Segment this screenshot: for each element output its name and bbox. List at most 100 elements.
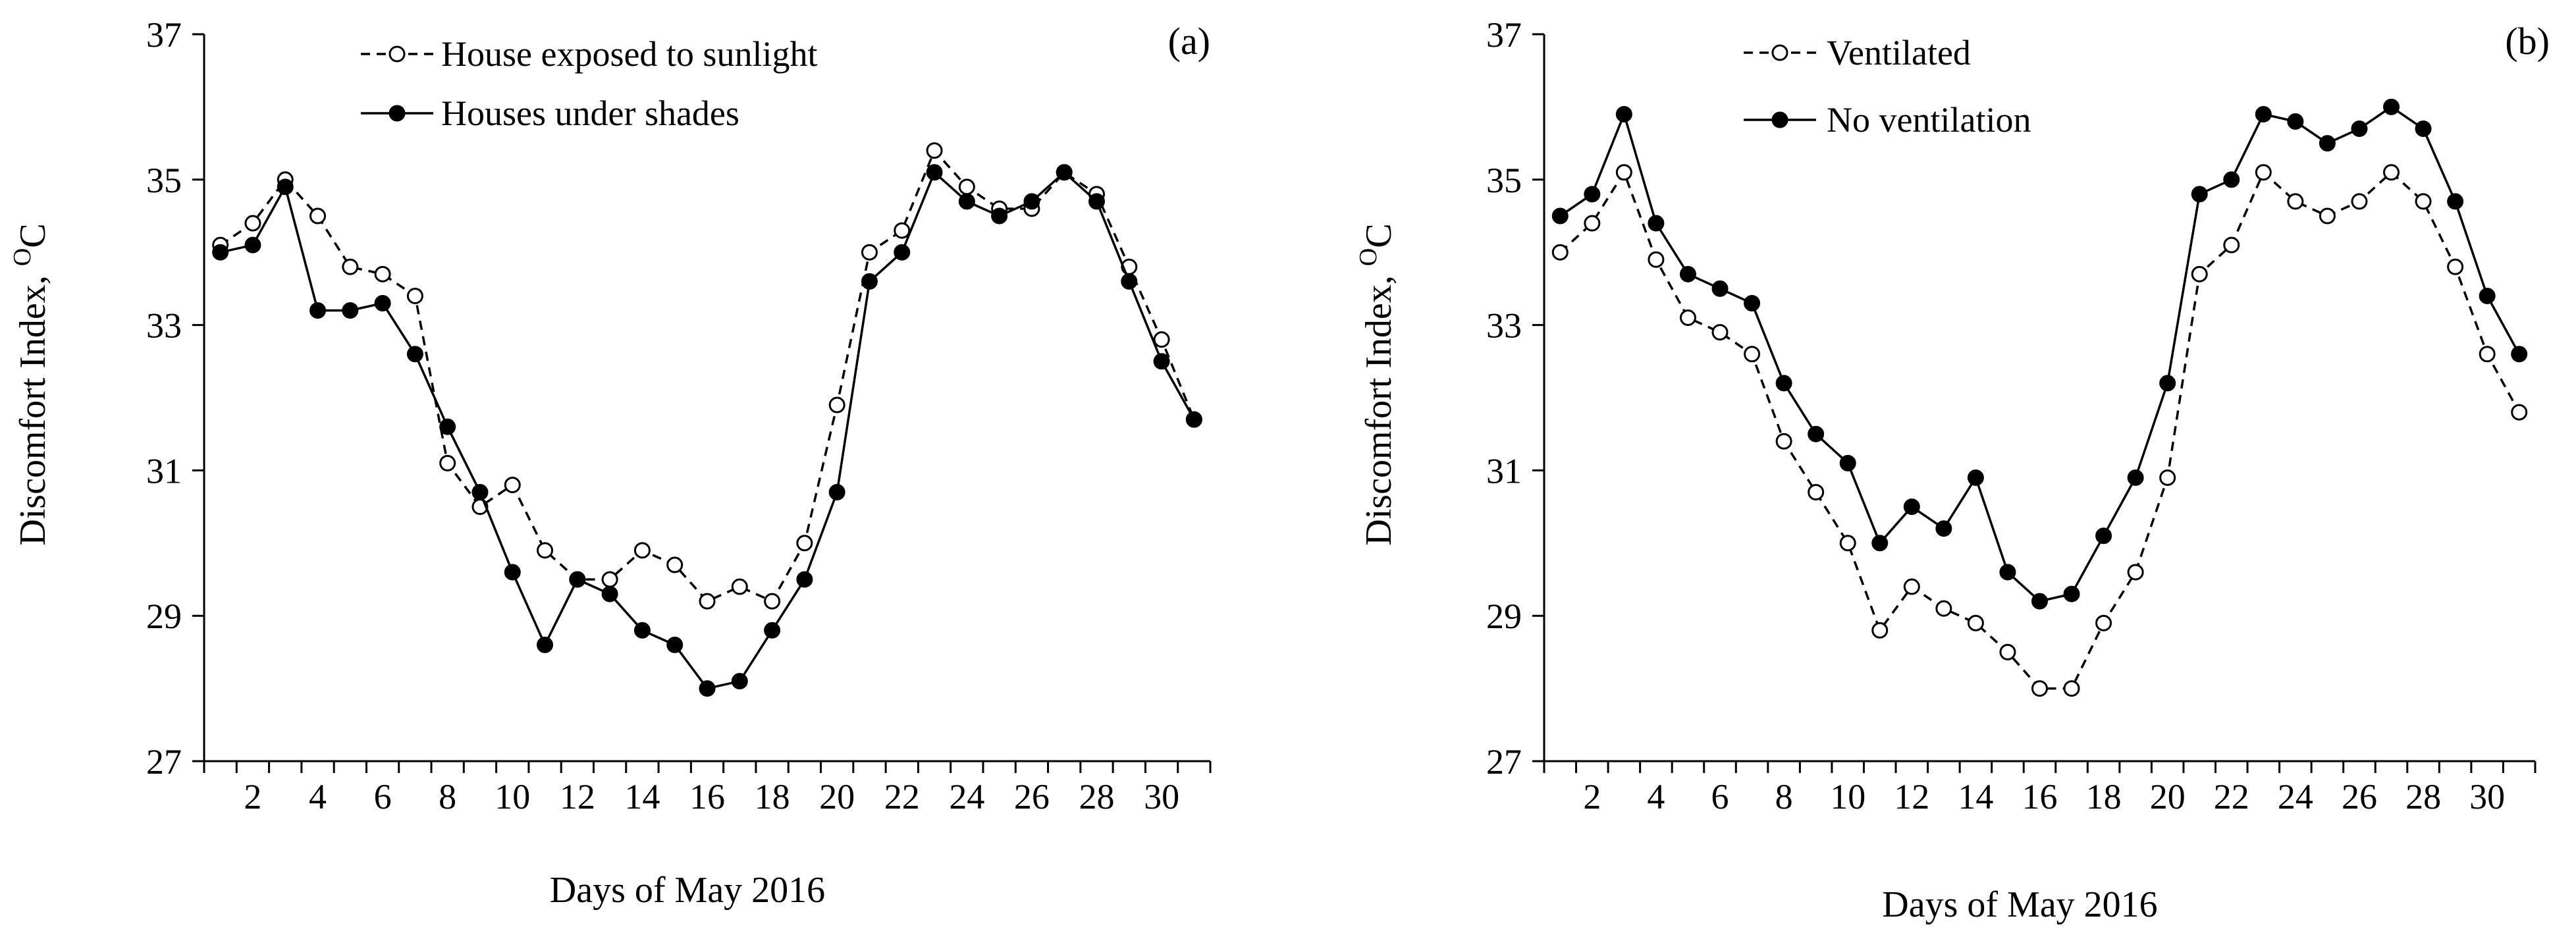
x-tick-label: 2 <box>244 777 261 816</box>
data-point-filled-a <box>699 680 716 697</box>
data-point-filled-a <box>406 346 423 363</box>
data-point-open-a <box>439 454 456 471</box>
legend-label-a: House exposed to sunlight <box>441 34 817 74</box>
data-point-filled-b <box>2319 135 2336 152</box>
data-point-filled-b <box>1615 105 1632 122</box>
y-tick-label: 29 <box>146 597 182 636</box>
x-tick-label: 16 <box>689 777 725 816</box>
data-point-open-b <box>2255 164 2272 181</box>
y-tick-label: 35 <box>1486 161 1522 200</box>
x-tick-label: 8 <box>439 777 456 816</box>
data-point-open-b <box>2223 236 2240 254</box>
data-point-open-a <box>731 578 748 595</box>
data-point-filled-a <box>828 484 845 501</box>
x-tick-label: 30 <box>2469 777 2505 816</box>
data-point-open-b <box>1648 251 1665 268</box>
data-point-open-b <box>1711 324 1729 341</box>
data-point-filled-b <box>2127 469 2144 486</box>
data-point-open-b <box>2415 193 2432 210</box>
data-point-filled-b <box>2031 593 2048 610</box>
data-point-filled-b <box>2479 287 2496 304</box>
data-point-filled-b <box>1967 469 1984 486</box>
y-tick-label: 35 <box>146 161 182 200</box>
y-tick-label: 31 <box>146 451 182 491</box>
y-tick-label: 33 <box>146 306 182 346</box>
data-point-filled-b <box>2415 120 2432 138</box>
data-point-open-a <box>633 542 651 559</box>
data-point-filled-a <box>342 302 359 319</box>
x-tick-label: 12 <box>1894 777 1929 816</box>
x-tick-label: 24 <box>949 777 984 816</box>
x-tick-label: 28 <box>1079 777 1114 816</box>
data-point-filled-b <box>2063 585 2080 602</box>
data-point-filled-a <box>1153 353 1170 370</box>
legend-marker-a <box>389 105 406 122</box>
y-tick-label: 27 <box>1486 742 1522 782</box>
data-point-open-b <box>1775 433 1792 450</box>
data-point-open-b <box>2319 207 2336 225</box>
data-point-filled-a <box>439 418 456 435</box>
data-point-open-a <box>926 142 943 159</box>
data-point-open-b <box>1679 309 1696 327</box>
x-tick-label: 4 <box>309 777 327 816</box>
y-axis-title-unit-superscript: O <box>9 248 36 266</box>
data-point-open-a <box>309 207 327 225</box>
data-point-filled-a <box>926 164 943 181</box>
data-point-open-b <box>1615 164 1632 181</box>
data-point-filled-b <box>1775 375 1792 392</box>
x-tick-label: 24 <box>2278 777 2313 816</box>
series-line-dashed-a <box>219 148 1196 603</box>
data-point-filled-b <box>1711 280 1729 297</box>
data-point-open-a <box>666 556 684 574</box>
x-tick-label: 12 <box>560 777 595 816</box>
data-point-filled-a <box>601 585 618 602</box>
data-point-filled-a <box>504 564 521 581</box>
x-tick-label: 28 <box>2405 777 2441 816</box>
data-point-filled-a <box>1088 193 1105 210</box>
data-point-filled-b <box>2383 98 2400 115</box>
data-point-filled-b <box>1808 425 1825 442</box>
data-point-open-a <box>828 396 845 414</box>
y-tick-label: 37 <box>146 15 182 55</box>
x-tick-label: 10 <box>1830 777 1865 816</box>
data-point-open-a <box>244 215 261 232</box>
data-point-filled-b <box>1839 454 1856 471</box>
data-point-filled-b <box>2511 346 2528 363</box>
data-point-filled-b <box>2287 113 2304 130</box>
y-axis-title-unit: C <box>13 223 53 248</box>
data-point-open-b <box>2511 404 2528 421</box>
data-point-open-b <box>2287 193 2304 210</box>
data-point-open-b <box>1967 614 1984 631</box>
x-tick-label: 30 <box>1144 777 1179 816</box>
data-point-open-b <box>2031 680 2048 697</box>
data-point-filled-a <box>894 244 911 261</box>
x-tick-label: 14 <box>624 777 660 816</box>
x-tick-label: 16 <box>2022 777 2058 816</box>
data-point-open-b <box>1808 484 1825 501</box>
y-tick-label: 33 <box>1486 306 1522 346</box>
data-point-open-a <box>764 593 781 610</box>
data-point-filled-b <box>2223 171 2240 188</box>
x-tick-label: 6 <box>1711 777 1729 816</box>
data-point-filled-a <box>991 207 1008 225</box>
data-point-filled-a <box>1023 193 1040 210</box>
data-point-filled-a <box>569 571 586 588</box>
data-point-open-a <box>601 571 618 588</box>
series-line-solid-b <box>1559 105 2521 603</box>
y-tick-label: 31 <box>1486 451 1522 491</box>
data-point-open-b <box>1903 578 1920 595</box>
data-point-open-a <box>699 593 716 610</box>
data-point-open-a <box>861 244 878 261</box>
data-point-filled-b <box>2255 105 2272 122</box>
data-point-open-b <box>1551 244 1569 261</box>
data-point-open-b <box>1584 215 1601 232</box>
legend-marker-b <box>1771 44 1788 61</box>
data-point-open-b <box>2383 164 2400 181</box>
y-tick-label: 27 <box>146 742 182 782</box>
data-point-filled-a <box>633 622 651 639</box>
data-point-filled-a <box>212 244 229 261</box>
data-point-filled-a <box>244 236 261 254</box>
